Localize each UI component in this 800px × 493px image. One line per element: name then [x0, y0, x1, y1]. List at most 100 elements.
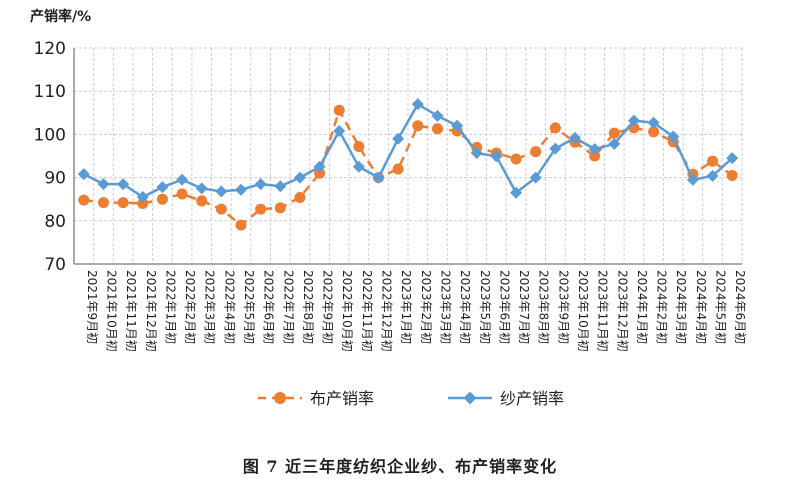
y-tick-label: 110 [34, 82, 66, 102]
data-point [726, 152, 739, 165]
data-point [726, 169, 738, 181]
data-point [97, 178, 110, 191]
legend-item: 纱产销率 [448, 389, 564, 408]
data-point [97, 197, 109, 209]
data-point [667, 130, 680, 143]
figure-caption: 图 7 近三年度纺织企业纱、布产销率变化 [242, 457, 558, 476]
data-point [451, 119, 464, 132]
data-point [648, 126, 660, 138]
x-tick-label: 2024年6月初 [733, 270, 747, 344]
data-point [431, 123, 443, 135]
data-point [706, 169, 719, 182]
data-point [313, 160, 326, 173]
data-point [274, 180, 287, 193]
x-tick-label: 2022年11月初 [360, 270, 374, 352]
data-point [510, 186, 523, 199]
x-tick-label: 2023年2月初 [419, 270, 433, 344]
x-tick-label: 2022年2月初 [183, 270, 197, 344]
data-point [411, 98, 424, 111]
data-point [412, 120, 424, 132]
data-point [196, 195, 208, 207]
x-tick-label: 2022年10月初 [340, 270, 354, 352]
legend-item: 布产销率 [258, 389, 374, 408]
data-point [293, 171, 306, 184]
data-point [77, 168, 90, 181]
x-tick-label: 2024年2月初 [655, 270, 669, 344]
data-point [588, 143, 601, 156]
x-tick-label: 2024年4月初 [694, 270, 708, 344]
series-line [83, 102, 734, 199]
data-point [215, 203, 227, 215]
data-point [392, 163, 404, 175]
x-tick-label: 2023年11月初 [596, 270, 610, 352]
x-tick-label: 2023年5月初 [478, 270, 492, 344]
x-tick-label: 2023年9月初 [556, 270, 570, 344]
data-point [352, 160, 365, 173]
x-tick-label: 2023年8月初 [537, 270, 551, 344]
x-tick-label: 2021年10月初 [104, 270, 118, 352]
x-tick-label: 2024年5月初 [714, 270, 728, 344]
x-tick-label: 2022年7月初 [281, 270, 295, 344]
data-point [608, 137, 621, 150]
x-tick-label: 2023年1月初 [399, 270, 413, 344]
legend-marker [463, 391, 477, 405]
x-tick-label: 2023年3月初 [438, 270, 452, 344]
y-tick-label: 100 [34, 125, 66, 145]
data-point [254, 178, 267, 191]
data-point [333, 124, 346, 137]
data-point [78, 194, 90, 206]
x-tick-label: 2022年9月初 [321, 270, 335, 344]
data-point [707, 155, 719, 167]
data-point [549, 142, 562, 155]
data-point [235, 219, 247, 231]
x-tick-label: 2022年12月初 [380, 270, 394, 352]
x-tick-label: 2022年8月初 [301, 270, 315, 344]
y-tick-label: 120 [34, 39, 66, 59]
data-point [333, 104, 345, 116]
data-point [647, 116, 660, 129]
y-tick-label: 70 [44, 255, 66, 275]
x-tick-label: 2023年4月初 [458, 270, 472, 344]
x-tick-label: 2023年6月初 [497, 270, 511, 344]
data-point [686, 173, 699, 186]
data-point [235, 183, 247, 196]
data-point [136, 191, 149, 204]
data-point [314, 167, 326, 179]
y-tick-label: 90 [44, 169, 66, 189]
data-point [589, 150, 601, 162]
x-tick-label: 2023年12月初 [615, 270, 629, 352]
x-tick-label: 2022年5月初 [242, 270, 256, 344]
x-tick-label: 2021年9月初 [85, 270, 99, 344]
data-point [608, 127, 620, 139]
x-tick-label: 2021年11月初 [124, 270, 138, 352]
data-point [156, 181, 169, 194]
data-point [392, 132, 405, 145]
x-tick-label: 2024年3月初 [674, 270, 688, 344]
x-tick-label: 2021年12月初 [144, 270, 158, 352]
data-point [117, 178, 130, 191]
data-point [195, 182, 208, 195]
x-tick-label: 2022年1月初 [163, 270, 177, 344]
data-point [274, 202, 286, 214]
data-point [529, 171, 542, 184]
data-point [549, 122, 561, 134]
data-point [510, 153, 522, 165]
data-point [156, 193, 168, 205]
data-point [353, 140, 365, 152]
data-point [569, 131, 581, 144]
y-axis-unit-label: 产销率/% [30, 9, 92, 25]
data-point [530, 146, 542, 158]
x-tick-label: 2023年7月初 [517, 270, 531, 344]
x-tick-label: 2023年10月初 [576, 270, 590, 352]
legend-marker [274, 392, 286, 404]
legend-label: 布产销率 [310, 389, 374, 408]
y-tick-label: 80 [44, 212, 66, 232]
legend-label: 纱产销率 [500, 389, 564, 408]
data-point [470, 146, 483, 159]
data-point [431, 109, 444, 122]
data-point [372, 171, 385, 184]
data-point [117, 197, 129, 209]
data-point [255, 203, 267, 215]
